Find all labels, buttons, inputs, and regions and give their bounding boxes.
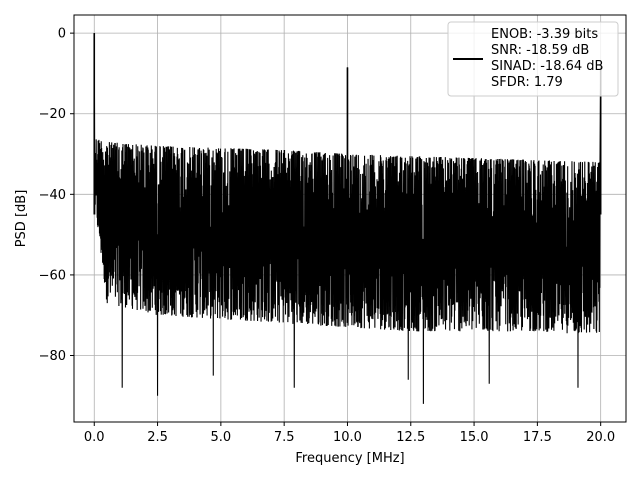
axis-ticks: 0.0 2.5 5.0 7.5 10.0 12.5 15.0 17.5 20.0 0 −20 −40 −… bbox=[39, 27, 616, 445]
y-tick-label: −80 bbox=[39, 349, 66, 364]
legend: ENOB: -3.39 bits SNR: -18.59 dB SINAD: -… bbox=[447, 21, 619, 97]
x-tick-label: 5.0 bbox=[211, 430, 232, 445]
x-axis-label: Frequency [MHz] bbox=[295, 451, 404, 466]
legend-box bbox=[447, 21, 619, 97]
legend-line-sfdr: SFDR: 1.79 bbox=[491, 75, 563, 90]
x-tick-label: 20.0 bbox=[586, 430, 615, 445]
plot-frame bbox=[73, 14, 627, 423]
x-tick-label: 17.5 bbox=[523, 430, 552, 445]
y-tick-label: −20 bbox=[39, 107, 66, 122]
y-tick-label: 0 bbox=[58, 27, 66, 42]
x-tick-label: 15.0 bbox=[460, 430, 489, 445]
x-tick-label: 10.0 bbox=[333, 430, 362, 445]
x-tick-label: 7.5 bbox=[274, 430, 295, 445]
y-axis-label: PSD [dB] bbox=[14, 190, 29, 248]
y-tick-label: −40 bbox=[39, 188, 66, 203]
legend-line-sinad: SINAD: -18.64 dB bbox=[491, 59, 603, 74]
psd-trace bbox=[93, 33, 602, 404]
x-tick-label: 0.0 bbox=[84, 430, 105, 445]
x-tick-label: 12.5 bbox=[396, 430, 425, 445]
legend-line-enob: ENOB: -3.39 bits bbox=[491, 27, 598, 42]
y-tick-label: −60 bbox=[39, 268, 66, 283]
x-tick-label: 2.5 bbox=[147, 430, 168, 445]
legend-line-snr: SNR: -18.59 dB bbox=[491, 43, 589, 58]
